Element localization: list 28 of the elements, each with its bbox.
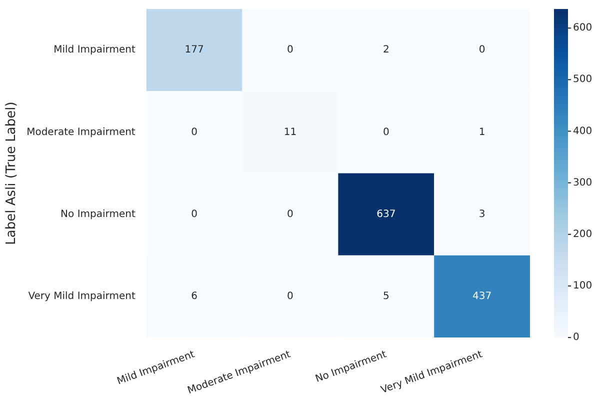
data-label: 0: [287, 44, 294, 56]
y-tick-label: Moderate Impairment: [26, 126, 136, 138]
color-bar-label: 400: [573, 126, 592, 137]
color-bar-label: 100: [573, 280, 592, 292]
data-label: 3: [478, 208, 486, 220]
data-label: 0: [191, 208, 198, 220]
data-label: 2: [382, 44, 390, 56]
color-bar-label: 200: [573, 228, 592, 240]
data-label: 177: [184, 44, 204, 56]
data-label: 0: [287, 208, 294, 220]
color-bar-label: 0: [573, 332, 580, 344]
y-tick-label: Very Mild Impairment: [28, 291, 136, 302]
data-label: 11: [284, 126, 297, 138]
color-bar-label: 300: [573, 177, 592, 188]
color-bar-label: 500: [573, 74, 592, 86]
data-label: 5: [382, 291, 390, 302]
data-label: 437: [472, 291, 492, 302]
y-tick-label: No Impairment: [60, 208, 136, 220]
color-bar-label: 600: [573, 22, 592, 34]
data-label: 0: [478, 44, 486, 56]
y-axis-title: Label Asli (True Label): [4, 102, 20, 245]
data-label: 637: [376, 208, 396, 220]
data-label: 6: [191, 291, 198, 302]
data-label: 1: [478, 126, 486, 138]
data-label: 0: [191, 126, 198, 138]
data-label: 0: [382, 126, 390, 138]
y-tick-label: Mild Impairment: [54, 44, 136, 56]
data-label: 0: [287, 291, 294, 302]
